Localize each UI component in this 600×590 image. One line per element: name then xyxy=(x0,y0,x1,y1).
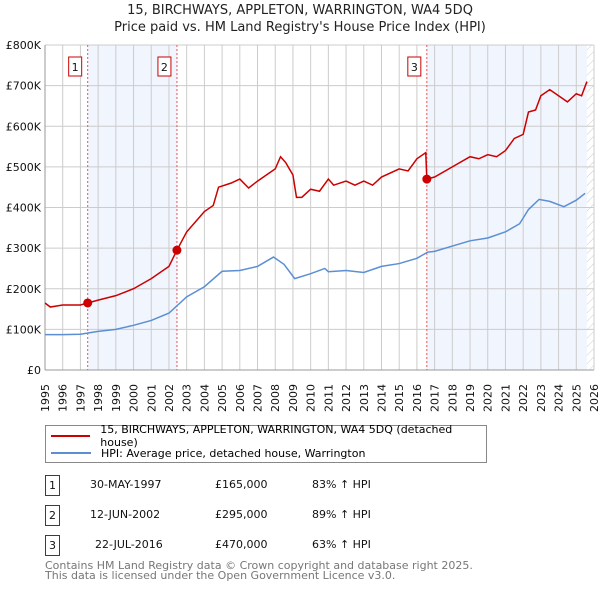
sale-point xyxy=(172,245,182,255)
x-tick-label: 1997 xyxy=(74,384,87,412)
sale-marker-box xyxy=(68,56,83,77)
x-tick-label: 2011 xyxy=(322,384,335,412)
legend-swatch-property xyxy=(51,435,91,437)
sale-marker-box xyxy=(157,56,172,77)
y-tick-label: £800K xyxy=(6,39,42,52)
legend-swatch-hpi xyxy=(51,452,91,454)
sale-date: 12-JUN-2002 xyxy=(90,508,161,521)
x-tick-label: 2021 xyxy=(499,384,512,412)
footer: Contains HM Land Registry data © Crown c… xyxy=(45,559,473,582)
x-tick-label: 2024 xyxy=(553,384,566,412)
x-tick-label: 2017 xyxy=(429,384,442,412)
x-tick-label: 2016 xyxy=(411,384,424,412)
y-tick-label: £500K xyxy=(6,161,42,174)
x-tick-label: 2019 xyxy=(464,384,477,412)
x-tick-label: 1998 xyxy=(92,384,105,412)
sale-date: 30-MAY-1997 xyxy=(90,478,162,491)
sale-point xyxy=(422,174,432,184)
x-tick-label: 2020 xyxy=(482,384,495,412)
legend-label-property: 15, BIRCHWAYS, APPLETON, WARRINGTON, WA4… xyxy=(100,423,453,449)
x-tick-label: 1996 xyxy=(57,384,70,412)
legend-label-hpi: HPI: Average price, detached house, Warr… xyxy=(101,446,366,460)
plot-area: 1995 1996 1997 1998 1999 2000 2001 2002 2003 2004… xyxy=(6,39,600,412)
x-tick-label: 2023 xyxy=(535,384,548,412)
x-tick-label: 2007 xyxy=(252,384,265,412)
sale-number-badge: 3 xyxy=(45,535,60,556)
x-tick-label: 2009 xyxy=(287,384,300,412)
sale-number-badge: 1 xyxy=(45,475,60,496)
x-tick-label: 1995 xyxy=(39,384,52,412)
y-tick-label: £300K xyxy=(6,242,42,255)
chart-subtitle: Price paid vs. HM Land Registry's House … xyxy=(114,20,486,35)
sale-date: 22-JUL-2016 xyxy=(95,538,163,551)
x-tick-label: 2003 xyxy=(181,384,194,412)
x-tick-label: 2006 xyxy=(234,384,247,412)
sale-point xyxy=(83,298,93,308)
legend: 15, BIRCHWAYS, APPLETON, WARRINGTON, WA4… xyxy=(45,423,487,463)
y-tick-label: £400K xyxy=(6,202,42,215)
table-row: 3 22-JUL-2016 £470,000 63% ↑ HPI xyxy=(45,535,445,556)
footer-line: This data is licensed under the Open Gov… xyxy=(45,569,396,582)
footer-line: Contains HM Land Registry data © Crown c… xyxy=(45,559,473,572)
y-tick-label: £600K xyxy=(6,120,42,133)
sale-hpi-change: 83% ↑ HPI xyxy=(312,478,371,491)
x-tick-label: 2026 xyxy=(588,384,600,412)
sale-marker-number: 1 xyxy=(72,61,79,74)
x-tick-label: 2015 xyxy=(393,384,406,412)
sale-price: £165,000 xyxy=(215,478,268,491)
sale-marker-number: 2 xyxy=(161,61,168,74)
x-tick-label: 2013 xyxy=(358,384,371,412)
x-tick-label: 2012 xyxy=(340,384,353,412)
property-price-line xyxy=(44,81,588,308)
hpi-line xyxy=(45,192,586,336)
x-tick-label: 2010 xyxy=(305,384,318,412)
y-tick-label: £100K xyxy=(6,323,42,336)
x-tick-label: 2004 xyxy=(198,384,211,412)
x-tick-label: 2018 xyxy=(446,384,459,412)
sale-marker-number: 3 xyxy=(411,61,418,74)
sale-marker-box xyxy=(407,56,422,77)
x-tick-label: 2002 xyxy=(163,384,176,412)
table-row: 1 30-MAY-1997 £165,000 83% ↑ HPI xyxy=(45,475,445,496)
y-tick-label: £700K xyxy=(6,80,42,93)
x-tick-label: 2008 xyxy=(269,384,282,412)
y-tick-label: £200K xyxy=(6,283,42,296)
x-tick-label: 2025 xyxy=(570,384,583,412)
sale-price: £295,000 xyxy=(215,508,268,521)
x-tick-label: 2000 xyxy=(128,384,141,412)
x-tick-label: 2001 xyxy=(145,384,158,412)
x-tick-label: 2014 xyxy=(375,384,388,412)
x-tick-label: 2022 xyxy=(517,384,530,412)
x-tick-label: 1999 xyxy=(110,384,123,412)
sale-number-badge: 2 xyxy=(45,505,60,526)
chart-title: 15, BIRCHWAYS, APPLETON, WARRINGTON, WA4… xyxy=(127,3,473,18)
sale-hpi-change: 89% ↑ HPI xyxy=(312,508,371,521)
table-row: 2 12-JUN-2002 £295,000 89% ↑ HPI xyxy=(45,505,445,526)
y-tick-label: £0 xyxy=(27,364,41,377)
sale-hpi-change: 63% ↑ HPI xyxy=(312,538,371,551)
sale-price: £470,000 xyxy=(215,538,268,551)
x-tick-label: 2005 xyxy=(216,384,229,412)
